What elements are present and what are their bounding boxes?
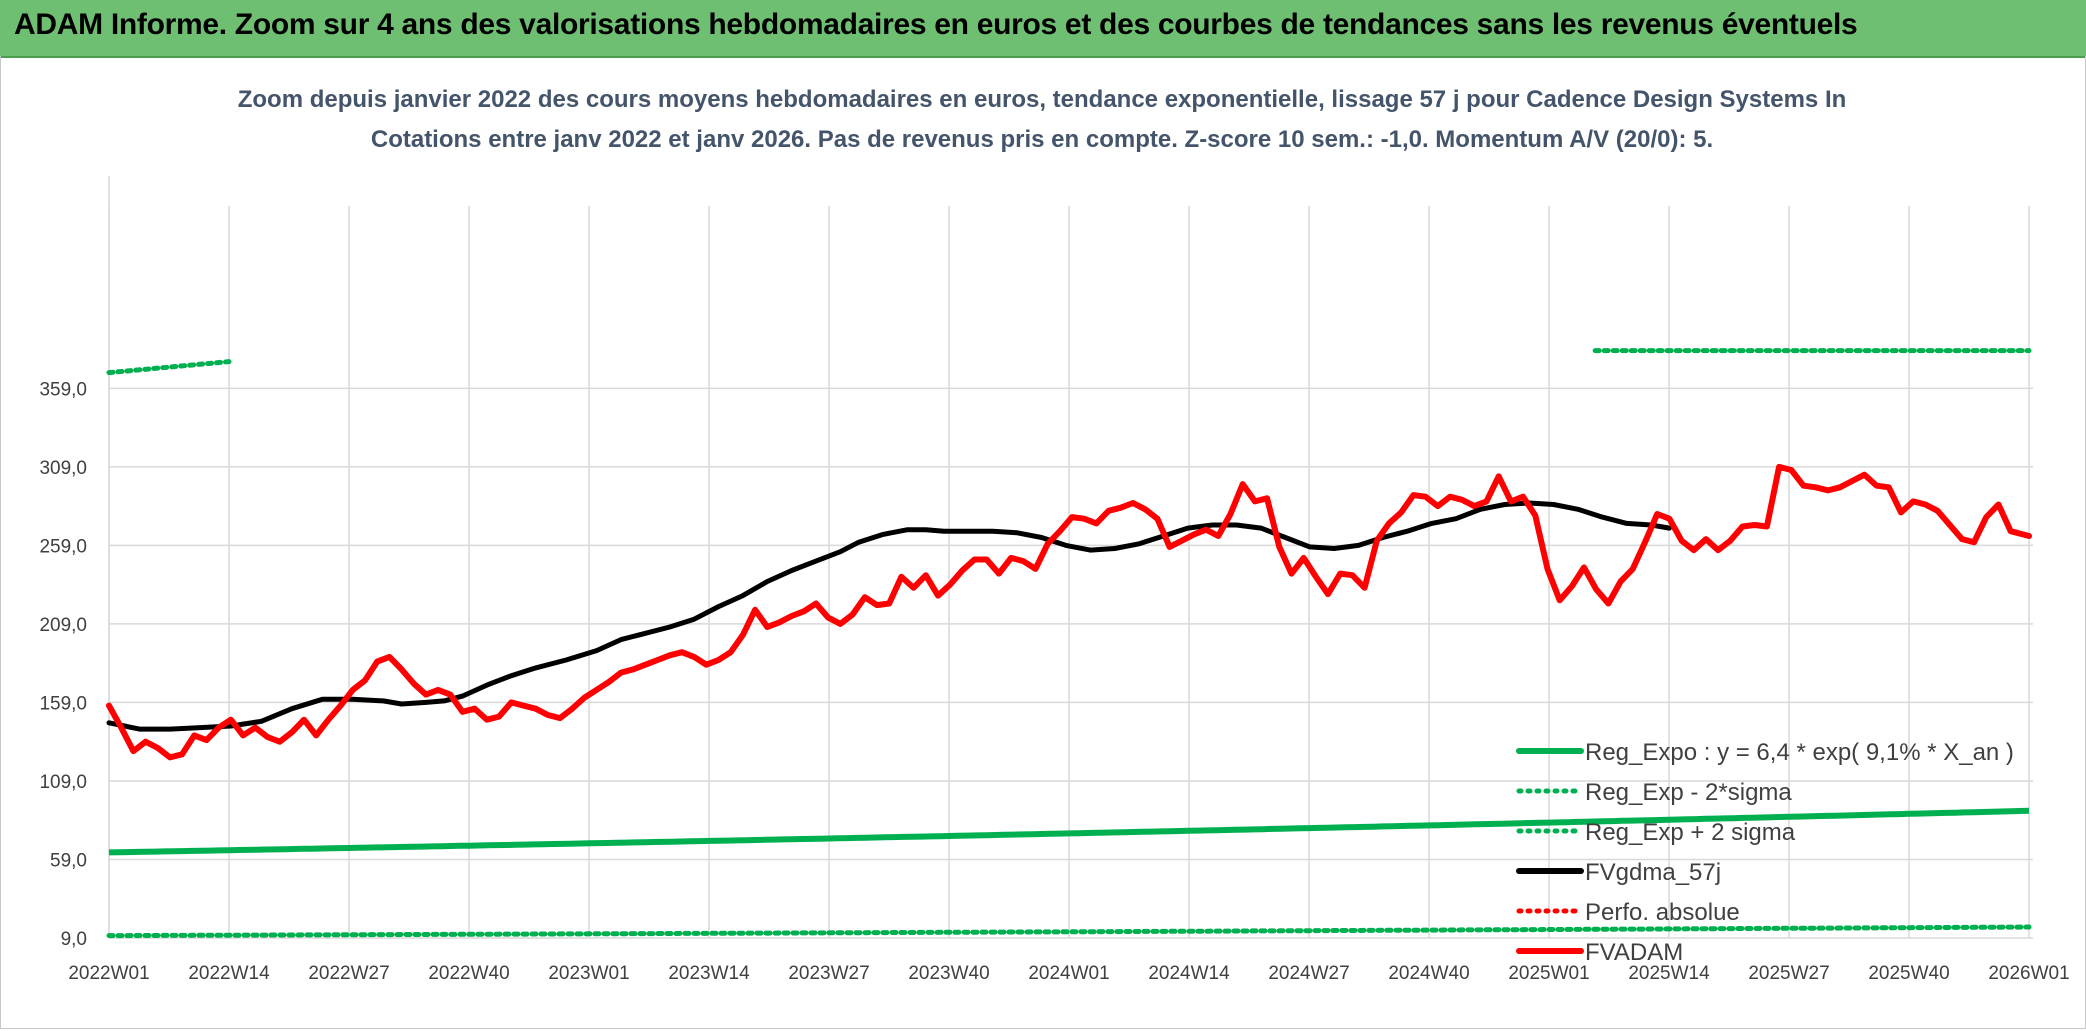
y-tick-label: 309,0 (39, 458, 87, 479)
x-tick-label: 2023W27 (788, 963, 869, 984)
y-tick-label: 109,0 (39, 772, 87, 793)
reg-expo-line (108, 807, 2030, 856)
reg-exp-minus-2sigma-line (106, 924, 2032, 939)
x-tick-label: 2024W27 (1268, 963, 1349, 984)
x-tick-label: 2024W14 (1148, 963, 1230, 984)
fvgdma-57j-line (106, 500, 1672, 732)
x-tick-label: 2024W01 (1028, 963, 1109, 984)
x-tick-label: 2023W01 (548, 963, 629, 984)
reg-exp-plus-2sigma-segment (106, 359, 232, 376)
report-title: ADAM Informe. Zoom sur 4 ans des valoris… (14, 8, 1858, 41)
chart-series (106, 348, 2032, 939)
y-axis-ticks: 9,0 59,0 109,0 159,0 209,0 259,0 309,0 359,0 (39, 379, 87, 950)
legend-label: FVADAM (1585, 939, 1683, 966)
y-tick-label: 9,0 (61, 929, 87, 950)
legend-label: FVgdma_57j (1585, 859, 1721, 886)
legend-label: Perfo. absolue (1585, 899, 1740, 926)
chart-frame: Zoom depuis janvier 2022 des cours moyen… (0, 56, 2086, 1029)
chart-title: Zoom depuis janvier 2022 des cours moyen… (238, 86, 1847, 113)
x-axis-ticks: 2022W01 2022W14 2022W27 2022W40 2023W01 2023W… (68, 963, 2069, 984)
chart-legend: Reg_Expo : y = 6,4 * exp( 9,1% * X_an ) R… (1516, 739, 2014, 966)
x-tick-label: 2023W40 (908, 963, 989, 984)
x-tick-label: 2025W01 (1508, 963, 1589, 984)
x-tick-label: 2023W14 (668, 963, 750, 984)
report-banner: ADAM Informe. Zoom sur 4 ans des valoris… (0, 0, 2086, 58)
x-tick-label: 2022W01 (68, 963, 149, 984)
y-tick-label: 359,0 (39, 379, 87, 400)
legend-label: Reg_Expo : y = 6,4 * exp( 9,1% * X_an ) (1585, 739, 2014, 766)
chart-subtitle: Cotations entre janv 2022 et janv 2026. … (371, 126, 1713, 153)
legend-label: Reg_Exp + 2 sigma (1585, 819, 1796, 846)
y-tick-label: 259,0 (39, 536, 87, 557)
legend-label: Reg_Exp - 2*sigma (1585, 779, 1792, 806)
x-tick-label: 2024W40 (1388, 963, 1469, 984)
x-tick-label: 2026W01 (1988, 963, 2069, 984)
y-tick-label: 59,0 (50, 850, 87, 871)
y-tick-label: 209,0 (39, 615, 87, 636)
x-tick-label: 2025W40 (1868, 963, 1949, 984)
y-tick-label: 159,0 (39, 693, 87, 714)
x-tick-label: 2022W14 (188, 963, 270, 984)
x-tick-label: 2025W14 (1628, 963, 1710, 984)
fvadam-line (106, 463, 2032, 761)
x-tick-label: 2022W27 (308, 963, 389, 984)
x-tick-label: 2022W40 (428, 963, 509, 984)
chart: Zoom depuis janvier 2022 des cours moyen… (39, 86, 2069, 984)
x-tick-label: 2025W27 (1748, 963, 1829, 984)
